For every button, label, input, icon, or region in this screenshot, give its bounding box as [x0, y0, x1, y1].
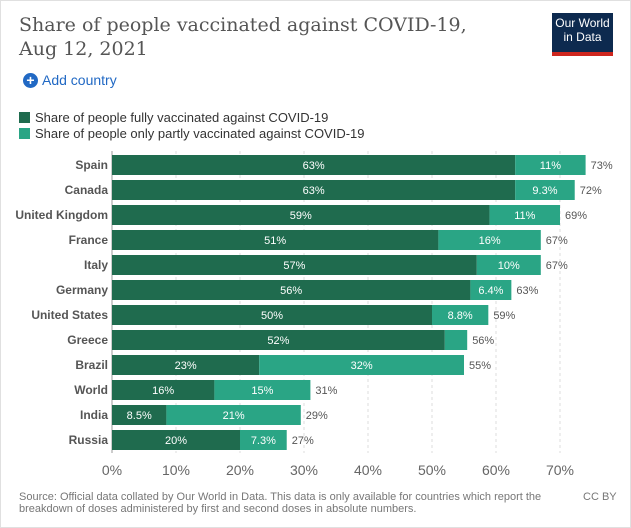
bar-label-full: 50% — [261, 310, 283, 322]
x-tick-label: 70% — [546, 462, 574, 478]
bar-label-full: 16% — [152, 385, 174, 397]
bar-label-partial: 32% — [351, 360, 373, 372]
bar-label-full: 63% — [303, 185, 325, 197]
bar-label-partial: 15% — [251, 385, 273, 397]
category-label: Spain — [75, 158, 108, 172]
category-label: Greece — [67, 333, 108, 347]
bar-label-partial: 11% — [514, 210, 535, 222]
bar-partial — [444, 330, 468, 350]
x-tick-label: 20% — [226, 462, 254, 478]
legend-label-partial: Share of people only partly vaccinated a… — [35, 126, 365, 141]
bar-label-full: 56% — [280, 285, 302, 297]
bar-label-full: 52% — [267, 335, 289, 347]
bar-partial — [515, 155, 586, 175]
x-tick-label: 60% — [482, 462, 510, 478]
category-label: Germany — [56, 283, 108, 297]
legend-item-full[interactable]: Share of people fully vaccinated against… — [19, 110, 328, 125]
legend-item-partial[interactable]: Share of people only partly vaccinated a… — [19, 126, 365, 141]
category-label: Russia — [69, 433, 109, 447]
bar-partial — [432, 305, 489, 325]
total-label: 67% — [546, 235, 568, 247]
category-label: World — [74, 383, 108, 397]
category-label: France — [69, 233, 109, 247]
bar-label-full: 8.5% — [127, 410, 152, 422]
category-label: United States — [31, 308, 108, 322]
x-tick-label: 40% — [354, 462, 382, 478]
legend-swatch-partial — [19, 128, 30, 139]
bar-partial — [438, 230, 541, 250]
x-tick-label: 50% — [418, 462, 446, 478]
category-label: India — [80, 408, 108, 422]
total-label: 72% — [580, 185, 602, 197]
bar-full — [112, 380, 215, 400]
total-label: 55% — [469, 360, 491, 372]
category-label: Brazil — [75, 358, 108, 372]
legend-label-full: Share of people fully vaccinated against… — [35, 110, 329, 125]
plus-circle-icon: + — [23, 72, 38, 88]
bar-label-full: 20% — [165, 435, 187, 447]
source-note: Source: Official data collated by Our Wo… — [19, 491, 542, 515]
bar-label-full: 59% — [290, 210, 312, 222]
bar-partial — [476, 255, 541, 275]
bar-partial — [166, 405, 301, 425]
category-label: United Kingdom — [15, 208, 108, 222]
category-label: Canada — [65, 183, 109, 197]
bar-full — [112, 205, 490, 225]
bar-partial — [489, 205, 560, 225]
bar-label-full: 57% — [283, 260, 305, 272]
legend-swatch-full — [19, 112, 30, 123]
bar-label-partial: 7.3% — [251, 435, 276, 447]
total-label: 63% — [516, 285, 538, 297]
bar-full — [112, 330, 445, 350]
bar-label-partial: 9.3% — [532, 185, 557, 197]
x-tick-label: 30% — [290, 462, 318, 478]
bar-label-partial: 6.4% — [478, 285, 503, 297]
total-label: 73% — [591, 160, 613, 172]
bar-partial — [470, 280, 512, 300]
x-tick-label: 10% — [162, 462, 190, 478]
bar-full — [112, 255, 477, 275]
license-link[interactable]: CC BY — [583, 491, 617, 503]
total-label: 69% — [565, 210, 587, 222]
bar-full — [112, 355, 260, 375]
bar-partial — [259, 355, 464, 375]
bar-full — [112, 155, 516, 175]
owid-logo[interactable]: Our World in Data — [552, 13, 613, 56]
bar-label-full: 51% — [264, 235, 286, 247]
total-label: 59% — [493, 310, 515, 322]
category-label: Italy — [84, 258, 108, 272]
bar-label-partial: 8.8% — [448, 310, 473, 322]
bar-label-partial: 10% — [498, 260, 520, 272]
bar-label-full: 23% — [175, 360, 197, 372]
add-country-label: Add country — [42, 72, 117, 88]
total-label: 31% — [315, 385, 337, 397]
total-label: 56% — [472, 335, 494, 347]
bar-full — [112, 430, 240, 450]
bar-full — [112, 230, 439, 250]
bar-full — [112, 180, 516, 200]
bar-full — [112, 280, 471, 300]
bar-label-partial: 16% — [479, 235, 501, 247]
bar-partial — [214, 380, 311, 400]
chart-title: Share of people vaccinated against COVID… — [19, 14, 467, 60]
total-label: 67% — [546, 260, 568, 272]
x-tick-label: 0% — [102, 462, 122, 478]
bar-label-full: 63% — [303, 160, 325, 172]
bar-label-partial: 21% — [223, 410, 245, 422]
bar-label-partial: 11% — [540, 160, 561, 172]
bar-partial — [515, 180, 575, 200]
bar-full — [112, 305, 432, 325]
bar-full — [112, 405, 167, 425]
total-label: 29% — [306, 410, 328, 422]
add-country-button[interactable]: + Add country — [23, 72, 117, 88]
bar-partial — [240, 430, 287, 450]
total-label: 27% — [292, 435, 314, 447]
